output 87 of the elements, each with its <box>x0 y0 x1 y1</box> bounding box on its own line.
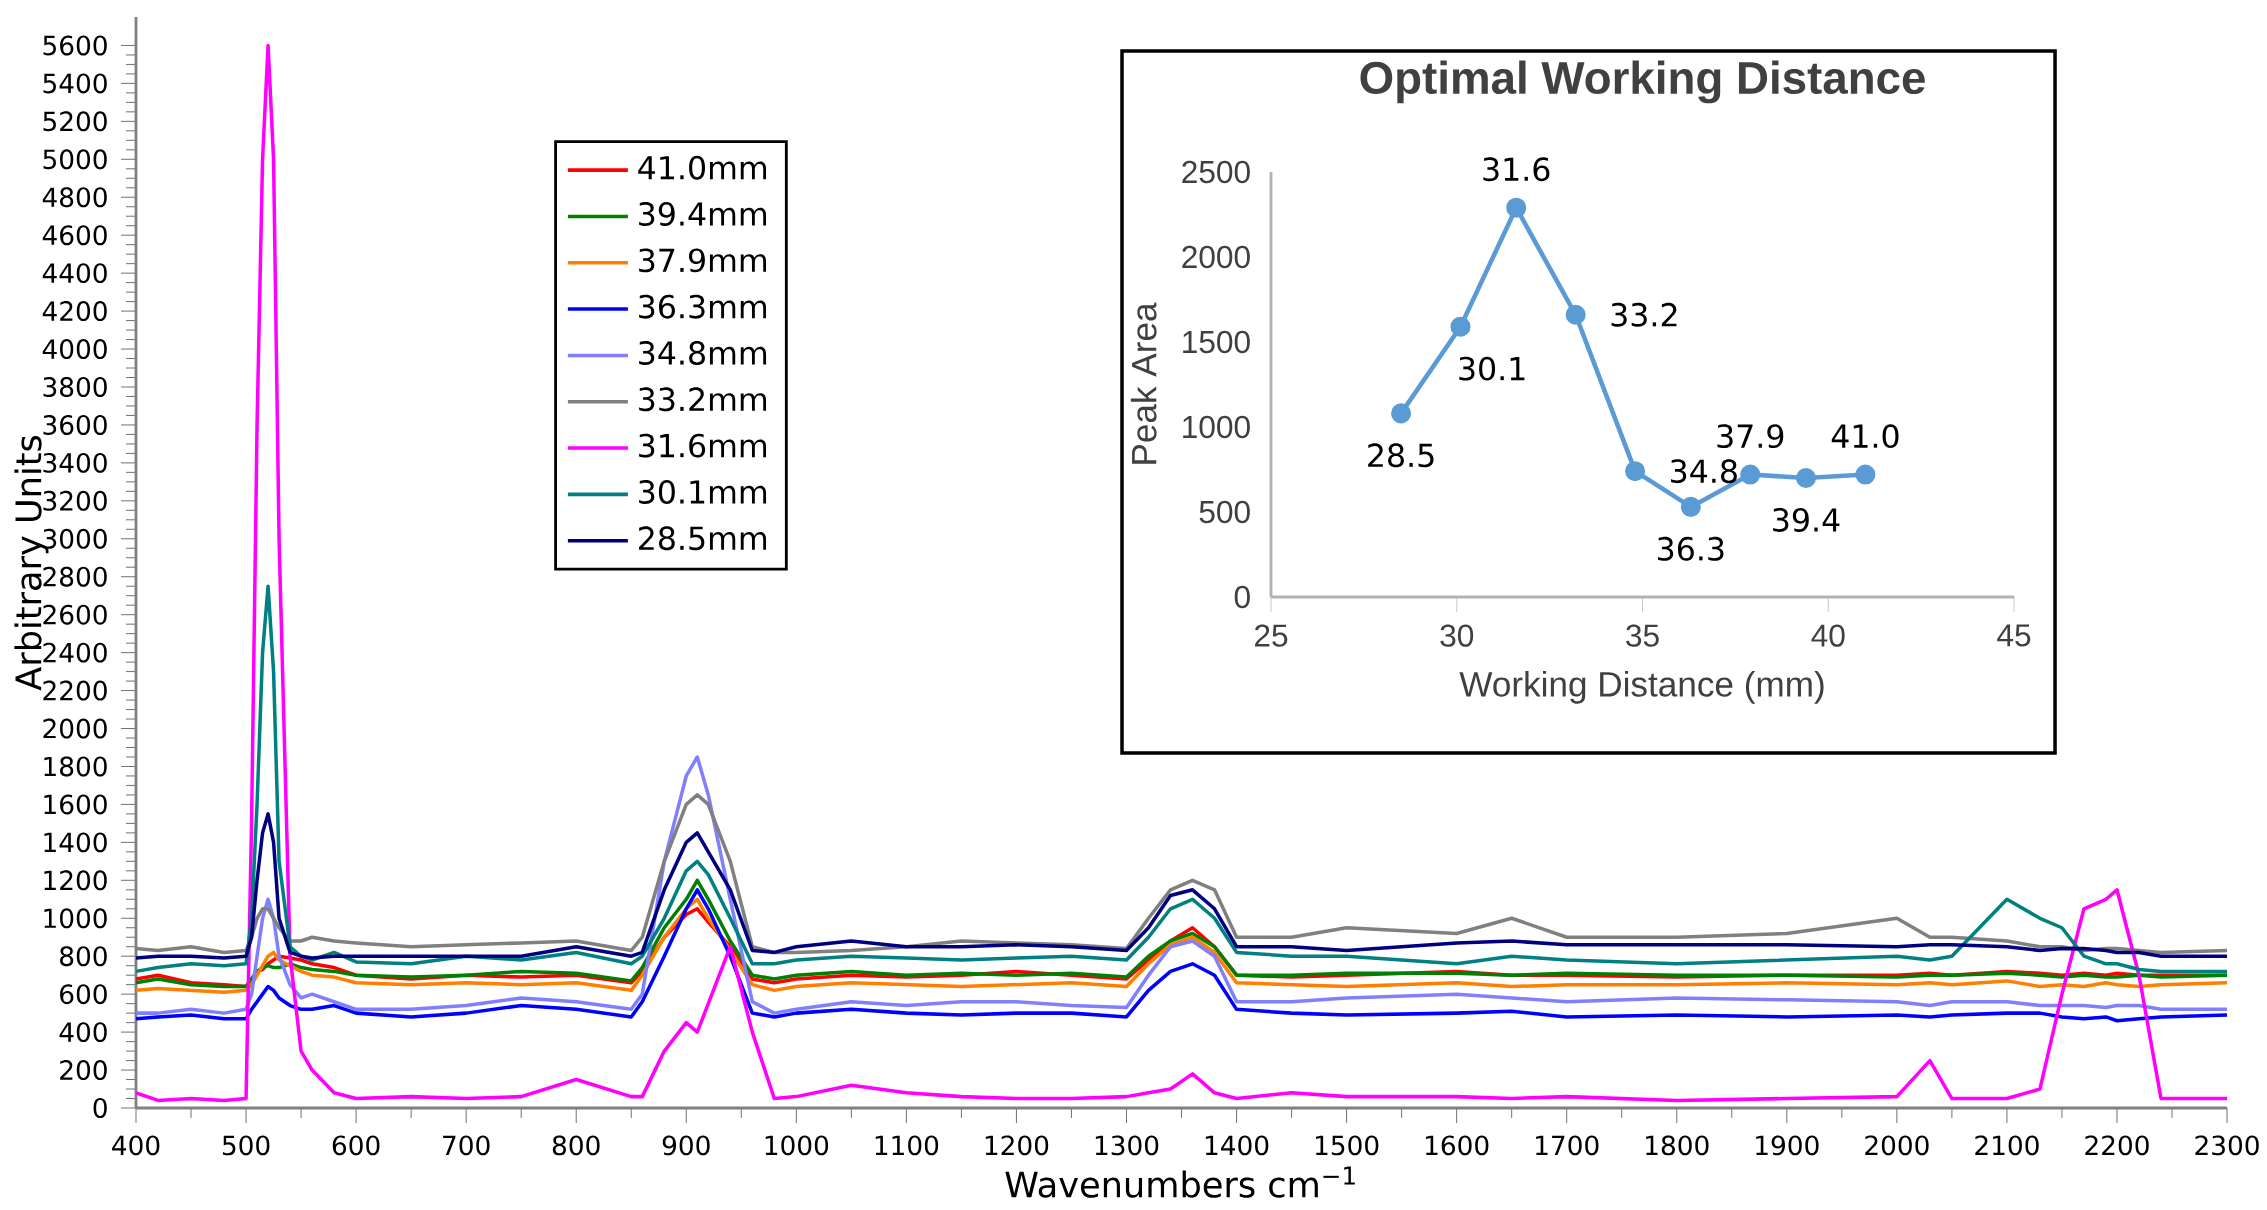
legend-label: 37.9mm <box>639 248 767 273</box>
x-tick-label: 45 <box>1997 624 2031 647</box>
annotation: 41.0 <box>1831 424 1899 449</box>
y-tick-label: 4000 <box>42 339 107 360</box>
x-tick-label: 800 <box>552 1135 600 1156</box>
x-tick-label: 2200 <box>2085 1135 2149 1156</box>
y-tick-label: 800 <box>60 946 107 967</box>
x-tick-label: 1500 <box>1315 1135 1379 1156</box>
y-tick-label: 5600 <box>43 35 107 56</box>
x-tick-label: 1000 <box>765 1135 829 1156</box>
x-tick-label: 40 <box>1811 624 1845 647</box>
x-tick-label: 25 <box>1255 624 1288 647</box>
annotation: 36.3 <box>1658 536 1724 561</box>
annotation: 39.4 <box>1773 507 1840 532</box>
x-tick-label: 1700 <box>1536 1135 1599 1156</box>
y-tick-label: 5000 <box>43 149 107 170</box>
y-tick-label: 1000 <box>44 908 107 929</box>
annotation: 37.9 <box>1717 424 1784 449</box>
y-tick-label: 1200 <box>44 870 107 891</box>
x-tick-label: 1100 <box>875 1135 939 1156</box>
x-axis-title: Working Distance (mm) <box>1459 670 1824 704</box>
x-tick-label: 30 <box>1440 624 1474 647</box>
y-tick-label: 600 <box>60 984 107 1005</box>
y-tick-label: 1400 <box>44 832 107 853</box>
x-tick-label: 2100 <box>1975 1135 2039 1156</box>
x-tick-label: 1200 <box>985 1135 1049 1156</box>
annotation: 33.2 <box>1611 302 1677 327</box>
legend-label: 34.8mm <box>639 341 767 365</box>
x-tick-label: 1900 <box>1756 1135 1819 1156</box>
y-tick-label: 3800 <box>43 377 107 397</box>
annotation: 28.5 <box>1368 443 1434 468</box>
y-tick-label: 1500 <box>1183 330 1250 354</box>
legend-label: 33.2mm <box>639 387 767 412</box>
y-tick-label: 4600 <box>42 225 107 246</box>
legend-label: 39.4mm <box>639 202 767 226</box>
x-tick-label: 1800 <box>1646 1135 1709 1156</box>
y-tick-label: 4400 <box>42 263 107 284</box>
annotation: 34.8 <box>1671 459 1737 484</box>
x-tick-label: 2300 <box>2195 1135 2259 1156</box>
point <box>1740 464 1761 485</box>
y-tick-label: 1800 <box>44 756 107 777</box>
y-axis-title: Peak Area <box>1130 302 1157 464</box>
point <box>1506 197 1527 218</box>
y-tick-label: 3200 <box>43 490 107 511</box>
y-tick-label: 1000 <box>1183 415 1250 439</box>
point <box>1680 496 1701 517</box>
y-tick-label: 2000 <box>1182 245 1250 269</box>
x-tick-label: 500 <box>222 1135 270 1156</box>
legend-label: 31.6mm <box>639 433 767 458</box>
annotation: 31.6 <box>1483 157 1550 182</box>
y-tick-label: 3400 <box>43 452 107 473</box>
y-tick-label: 0 <box>93 1098 107 1118</box>
y-tick-label: 200 <box>60 1060 107 1081</box>
x-tick-label: 400 <box>112 1135 160 1156</box>
y-tick-label: 0 <box>1234 585 1250 609</box>
point <box>1391 403 1412 424</box>
point <box>1450 316 1471 337</box>
legend-label: 28.5mm <box>639 526 767 551</box>
legend-label: 30.1mm <box>639 480 767 504</box>
y-tick-label: 400 <box>59 1022 107 1043</box>
y-tick-label: 4800 <box>42 187 107 208</box>
y-tick-label: 1600 <box>44 794 107 815</box>
legend-label: 36.3mm <box>639 294 767 319</box>
point <box>1795 467 1817 489</box>
x-tick-label: 35 <box>1626 624 1659 647</box>
annotation: 30.1 <box>1459 356 1525 381</box>
x-tick-label: 1600 <box>1426 1135 1489 1156</box>
x-tick-label: 2000 <box>1865 1135 1929 1156</box>
x-tick-label: 700 <box>443 1135 490 1156</box>
x-tick-label: 900 <box>662 1135 710 1156</box>
legend-label: 41.0mm <box>638 155 767 180</box>
point <box>1625 461 1646 482</box>
point <box>1855 464 1876 485</box>
y-tick-label: 3600 <box>43 414 107 435</box>
chart-title: Optimal Working Distance <box>1360 60 1925 104</box>
line-series <box>134 878 2229 989</box>
line-series <box>134 43 2229 1103</box>
y-tick-label: 4200 <box>42 301 107 322</box>
y-tick-label: 500 <box>1199 500 1250 524</box>
y-tick-label: 5400 <box>43 73 107 94</box>
y-tick-label: 2500 <box>1182 160 1250 184</box>
x-tick-label: 1300 <box>1095 1135 1159 1156</box>
point <box>1565 304 1586 325</box>
y-tick-label: 5200 <box>43 111 107 132</box>
x-tick-label: 600 <box>332 1135 380 1156</box>
y-tick-label: 2000 <box>43 718 107 739</box>
x-axis-title: Wavenumbers cm$^{−1}$ <box>1005 1166 1355 1198</box>
